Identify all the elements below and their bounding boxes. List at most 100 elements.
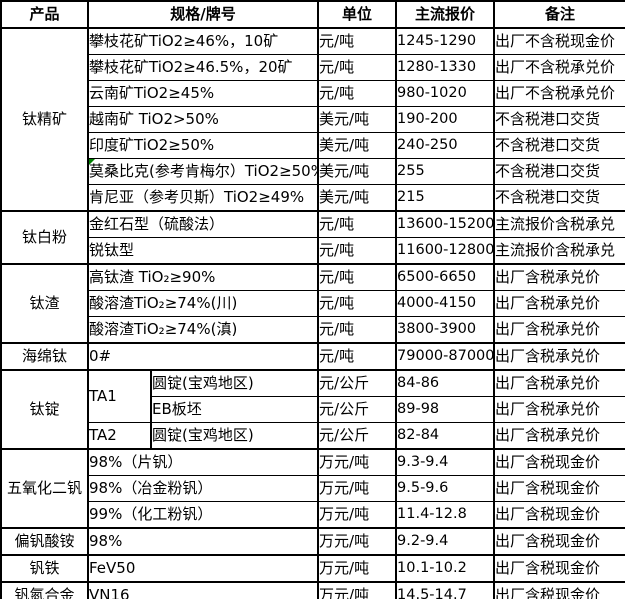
note-cell: 出厂含税承兑价 [493, 396, 625, 423]
spec-cell: 圆锭(宝鸡地区) [149, 422, 320, 450]
note-cell: 出厂不含税承兑价 [493, 54, 625, 81]
price-cell: 82-84 [395, 422, 496, 450]
price-cell: 240-250 [395, 132, 496, 159]
unit-cell: 元/吨 [317, 290, 398, 317]
price-cell: 14.5-14.7 [395, 581, 496, 599]
table-row: 五氧化二钒 98%（片钒） 万元/吨 9.3-9.4 出厂含税现金价 [0, 448, 625, 529]
unit-cell: 万元/吨 [317, 475, 398, 502]
table-row: 锐钛型 元/吨 11600-12800 主流报价含税承兑 [1, 237, 625, 265]
header-product: 产品 [0, 0, 89, 29]
grade-cell: TA2 [87, 422, 152, 450]
header-price: 主流报价 [395, 0, 496, 29]
product-group-label: 钛白粉 [0, 210, 89, 265]
product-group-label: 钒氮合金 [0, 581, 89, 599]
price-cell: 6500-6650 [395, 263, 496, 291]
product-group-label: 钛渣 [0, 263, 89, 344]
product-group-label: 钛精矿 [0, 27, 89, 212]
unit-cell: 元/吨 [317, 237, 398, 265]
table-row: 偏钒酸铵 98% 万元/吨 9.2-9.4 出厂含税现金价 [0, 527, 625, 556]
spec-cell: 莫桑比克(参考肯梅尔）TiO2≥50% [86, 158, 320, 185]
spec-cell: 酸溶渣TiO₂≥74%(滇) [86, 316, 320, 344]
table-row: 酸溶渣TiO₂≥74%(滇) 元/吨 3800-3900 出厂含税承兑价 [1, 316, 625, 344]
note-cell: 出厂含税承兑价 [493, 316, 625, 344]
table-row: 钒氮合金 VN16 万元/吨 14.5-14.7 出厂含税现金价 [0, 581, 625, 599]
price-cell: 11.4-12.8 [395, 501, 496, 529]
spec-cell: 98%（片钒） [86, 448, 320, 476]
note-cell: 出厂含税现金价 [493, 475, 625, 502]
spec-cell: 圆锭(宝鸡地区) [149, 369, 320, 397]
price-cell: 84-86 [395, 369, 496, 397]
excel-error-triangle-icon [90, 159, 95, 165]
spec-cell: 高钛渣 TiO₂≥90% [86, 263, 320, 291]
unit-cell: 美元/吨 [317, 184, 398, 212]
table-row: 98%（冶金粉钒） 万元/吨 9.5-9.6 出厂含税现金价 [1, 475, 625, 502]
note-cell: 出厂含税承兑价 [493, 263, 625, 291]
table-row: 钒铁 FeV50 万元/吨 10.1-10.2 出厂含税现金价 [0, 554, 625, 583]
price-cell: 1245-1290 [395, 27, 496, 55]
table-row: EB板坯 元/公斤 89-98 出厂含税承兑价 [1, 396, 625, 423]
unit-cell: 万元/吨 [317, 448, 398, 476]
unit-cell: 万元/吨 [317, 501, 398, 529]
spec-cell: 99%（化工粉钒） [86, 501, 320, 529]
table-row: 攀枝花矿TiO2≥46.5%，20矿 元/吨 1280-1330 出厂不含税承兑… [1, 54, 625, 81]
unit-cell: 元/吨 [317, 54, 398, 81]
note-cell: 不含税港口交货 [493, 158, 625, 185]
note-cell: 不含税港口交货 [493, 106, 625, 133]
unit-cell: 元/公斤 [317, 396, 398, 423]
product-group-label: 钒铁 [0, 554, 89, 583]
note-cell: 出厂不含税承兑价 [493, 80, 625, 107]
note-cell: 主流报价含税承兑 [493, 237, 625, 265]
unit-cell: 美元/吨 [317, 158, 398, 185]
note-cell: 出厂不含税现金价 [493, 27, 625, 55]
spec-cell: 攀枝花矿TiO2≥46%，10矿 [86, 27, 320, 55]
spec-cell: 98% [86, 527, 320, 556]
product-group-label: 五氧化二钒 [0, 448, 89, 529]
unit-cell: 元/公斤 [317, 369, 398, 397]
table-row: 99%（化工粉钒） 万元/吨 11.4-12.8 出厂含税现金价 [1, 501, 625, 529]
price-cell: 79000-87000 [395, 342, 496, 371]
note-cell: 不含税港口交货 [493, 184, 625, 212]
spec-cell: 肯尼亚（参考贝斯）TiO2≥49% [86, 184, 320, 212]
table-row: 云南矿TiO2≥45% 元/吨 980-1020 出厂不含税承兑价 [1, 80, 625, 107]
unit-cell: 元/吨 [317, 80, 398, 107]
price-cell: 4000-4150 [395, 290, 496, 317]
header-spec: 规格/牌号 [86, 0, 320, 29]
note-cell: 出厂含税现金价 [493, 527, 625, 556]
table-row: 钛渣 高钛渣 TiO₂≥90% 元/吨 6500-6650 出厂含税承兑价 [0, 263, 625, 344]
price-cell: 980-1020 [395, 80, 496, 107]
table-row: 莫桑比克(参考肯梅尔）TiO2≥50% 美元/吨 255 不含税港口交货 [1, 158, 625, 185]
grade-cell: TA1 [87, 369, 152, 423]
table-row: 钛锭 TA1 圆锭(宝鸡地区) 元/公斤 84-86 出厂含税承兑价 [0, 369, 625, 450]
unit-cell: 万元/吨 [317, 554, 398, 583]
unit-cell: 元/吨 [317, 27, 398, 55]
spec-cell: 酸溶渣TiO₂≥74%(川) [86, 290, 320, 317]
price-cell: 89-98 [395, 396, 496, 423]
spec-cell: 金红石型（硫酸法） [86, 210, 320, 238]
unit-cell: 元/吨 [317, 263, 398, 291]
price-cell: 9.3-9.4 [395, 448, 496, 476]
header-note: 备注 [493, 0, 625, 29]
table-row: 印度矿TiO2≥50% 美元/吨 240-250 不含税港口交货 [1, 132, 625, 159]
product-group-label: 偏钒酸铵 [0, 527, 89, 556]
note-cell: 出厂含税承兑价 [493, 422, 625, 450]
unit-cell: 元/吨 [317, 210, 398, 238]
price-cell: 10.1-10.2 [395, 554, 496, 583]
note-cell: 出厂含税承兑价 [493, 369, 625, 397]
price-cell: 11600-12800 [395, 237, 496, 265]
table-row: 海绵钛 0# 元/吨 79000-87000 出厂含税承兑价 [0, 342, 625, 371]
table-row: 肯尼亚（参考贝斯）TiO2≥49% 美元/吨 215 不含税港口交货 [1, 184, 625, 212]
unit-cell: 万元/吨 [317, 527, 398, 556]
spec-cell: 98%（冶金粉钒） [86, 475, 320, 502]
table-row: 钛精矿 攀枝花矿TiO2≥46%，10矿 元/吨 1245-1290 出厂不含税… [0, 27, 625, 212]
table-row: TA2 圆锭(宝鸡地区) 元/公斤 82-84 出厂含税承兑价 [1, 422, 625, 450]
table-header-row: 产品 规格/牌号 单位 主流报价 备注 [0, 0, 625, 29]
price-cell: 190-200 [395, 106, 496, 133]
spec-cell: 0# [86, 342, 320, 371]
table-row: 钛白粉 金红石型（硫酸法） 元/吨 13600-15200 主流报价含税承兑 [0, 210, 625, 265]
spec-cell: 云南矿TiO2≥45% [86, 80, 320, 107]
spec-cell: VN16 [86, 581, 320, 599]
unit-cell: 元/吨 [317, 316, 398, 344]
spec-cell: 越南矿 TiO2>50% [86, 106, 320, 133]
note-cell: 不含税港口交货 [493, 132, 625, 159]
